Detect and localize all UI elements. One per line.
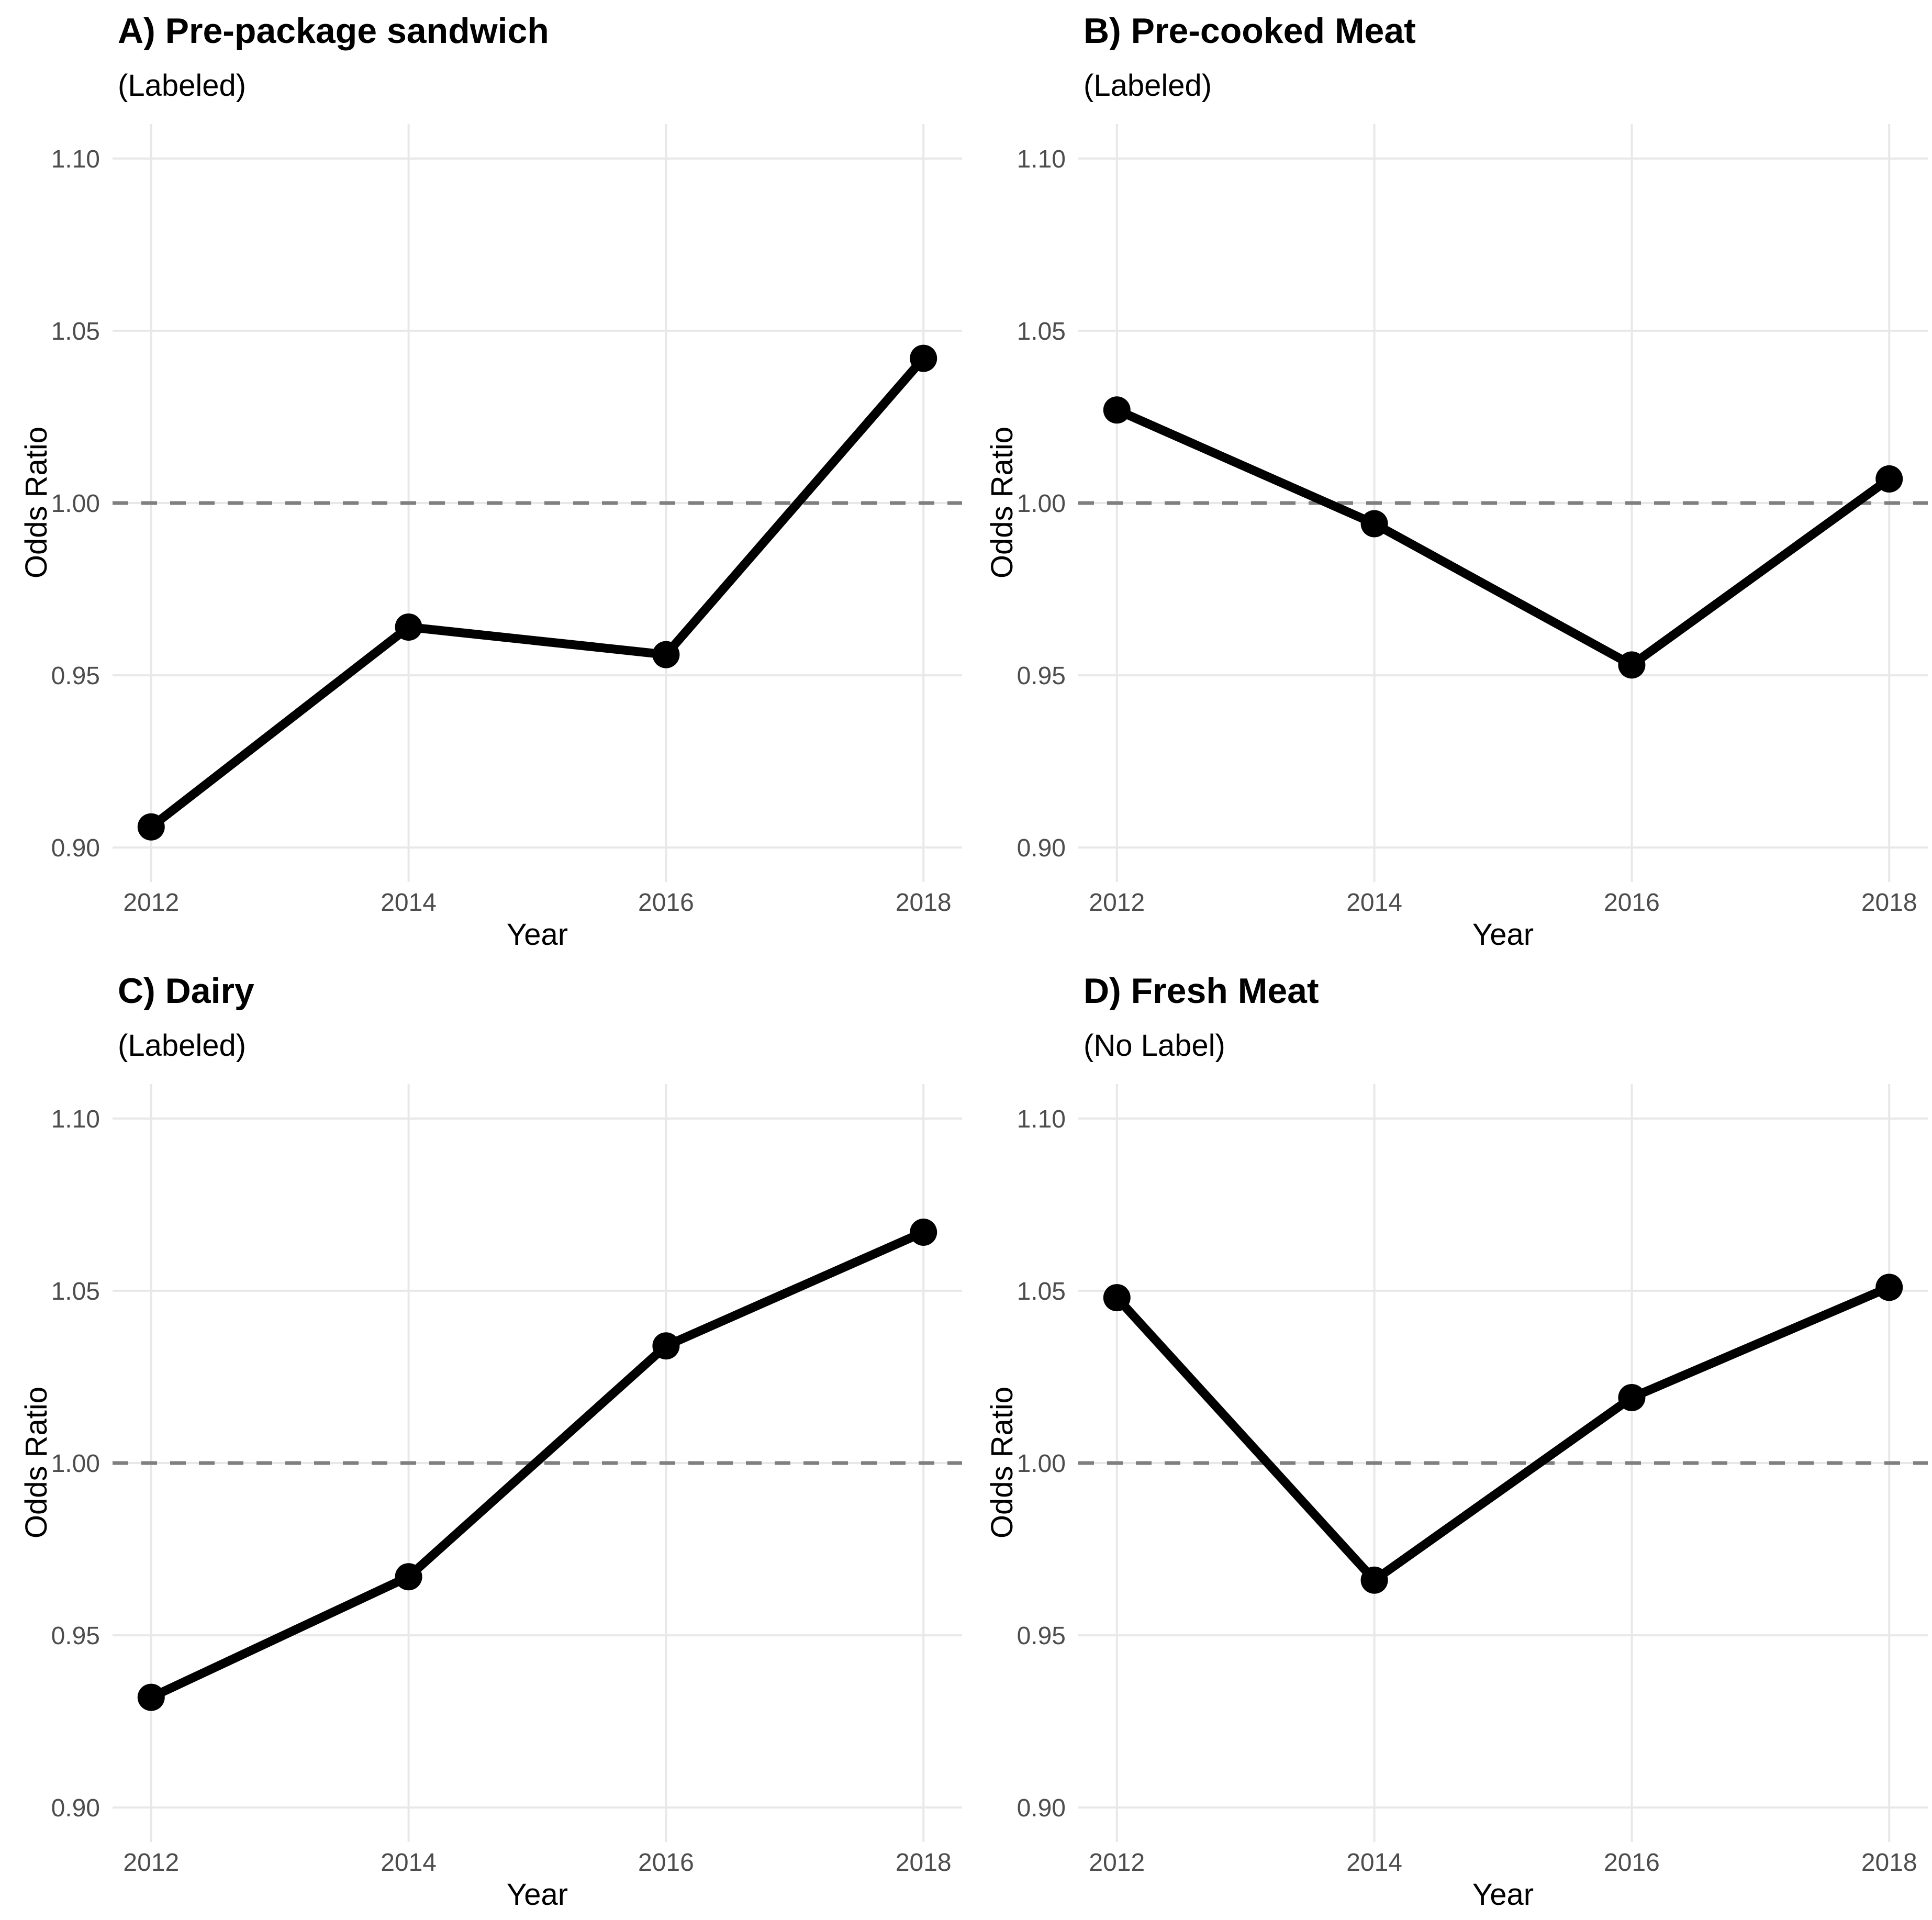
- series-line: [1112, 1282, 1894, 1585]
- y-tick-label: 0.90: [51, 834, 100, 862]
- x-tick-label: 2012: [1089, 1849, 1145, 1877]
- y-tick-label: 1.10: [1017, 146, 1066, 173]
- data-point: [652, 641, 680, 668]
- y-axis-title: Odds Ratio: [19, 426, 53, 579]
- x-tick-label: 2014: [381, 1849, 437, 1877]
- data-point: [1103, 1284, 1131, 1312]
- y-tick-label: 1.00: [51, 490, 100, 518]
- y-tick-label: 1.05: [51, 318, 100, 345]
- x-tick-label: 2018: [896, 1849, 952, 1877]
- panel-subtitle: (Labeled): [118, 69, 247, 103]
- panel-b-pre-cooked-meat: 0.90 0.95 1.00 1.05 1.10 2012 2014 2016 2018 B) …: [966, 0, 1932, 960]
- y-tick-label: 0.95: [51, 1622, 100, 1650]
- data-point: [1360, 1566, 1388, 1594]
- x-tick-label: 2014: [381, 889, 437, 917]
- data-point: [395, 613, 422, 641]
- plot-area-c: 0.90 0.95 1.00 1.05 1.10 2012 2014 2016 2018: [51, 1084, 962, 1877]
- x-axis-title: Year: [506, 918, 568, 952]
- y-axis-title: Odds Ratio: [985, 426, 1019, 579]
- panel-a-pre-package-sandwich: 0.90 0.95 1.00 1.05 1.10 2012 2014 2016 2018 A) …: [0, 0, 966, 960]
- x-tick-label: 2014: [1346, 1849, 1402, 1877]
- panel-subtitle: (Labeled): [118, 1029, 247, 1063]
- x-axis-title: Year: [506, 1878, 568, 1912]
- data-point: [1103, 396, 1131, 424]
- panel-d-fresh-meat: 0.90 0.95 1.00 1.05 1.10 2012 2014 2016 2018 D) …: [966, 960, 1932, 1920]
- plot-area-a: 0.90 0.95 1.00 1.05 1.10 2012 2014 2016 2018: [51, 124, 962, 917]
- y-tick-label: 0.90: [1017, 834, 1066, 862]
- data-point: [910, 344, 937, 372]
- y-tick-label: 1.05: [1017, 318, 1066, 345]
- y-tick-label: 0.90: [1017, 1794, 1066, 1822]
- y-tick-label: 0.95: [51, 662, 100, 690]
- x-tick-label: 2012: [123, 1849, 179, 1877]
- panel-title: C) Dairy: [118, 971, 254, 1011]
- panel-subtitle: (No Label): [1084, 1029, 1225, 1063]
- y-tick-label: 0.95: [1017, 662, 1066, 690]
- x-tick-label: 2016: [638, 889, 694, 917]
- x-tick-label: 2016: [638, 1849, 694, 1877]
- panel-subtitle: (Labeled): [1084, 69, 1212, 103]
- x-tick-label: 2018: [1861, 889, 1917, 917]
- x-tick-label: 2018: [896, 889, 952, 917]
- x-axis-title: Year: [1472, 918, 1534, 952]
- panel-c-dairy: 0.90 0.95 1.00 1.05 1.10 2012 2014 2016 2018 C) …: [0, 960, 966, 1920]
- x-tick-label: 2016: [1604, 889, 1660, 917]
- series-line: [147, 354, 928, 832]
- series-line: [1112, 405, 1894, 669]
- data-point: [1618, 651, 1646, 679]
- y-axis-title: Odds Ratio: [985, 1386, 1019, 1539]
- y-tick-label: 1.00: [51, 1450, 100, 1478]
- data-point: [395, 1563, 422, 1591]
- y-tick-label: 1.05: [1017, 1278, 1066, 1305]
- x-tick-label: 2014: [1346, 889, 1402, 917]
- y-tick-label: 1.00: [1017, 1450, 1066, 1478]
- data-point: [1618, 1383, 1646, 1411]
- x-tick-label: 2016: [1604, 1849, 1660, 1877]
- y-tick-label: 1.10: [1017, 1106, 1066, 1133]
- data-point: [1875, 465, 1903, 493]
- y-tick-label: 1.10: [51, 146, 100, 173]
- y-tick-label: 0.90: [51, 1794, 100, 1822]
- data-point: [910, 1219, 937, 1246]
- plot-area-d: 0.90 0.95 1.00 1.05 1.10 2012 2014 2016 2018: [1017, 1084, 1928, 1877]
- data-point: [137, 1683, 165, 1711]
- y-tick-label: 1.05: [51, 1278, 100, 1305]
- data-point: [652, 1332, 680, 1360]
- data-point: [1875, 1274, 1903, 1301]
- y-tick-label: 1.00: [1017, 490, 1066, 518]
- panel-title: D) Fresh Meat: [1084, 971, 1319, 1011]
- y-tick-label: 1.10: [51, 1106, 100, 1133]
- x-tick-label: 2018: [1861, 1849, 1917, 1877]
- panel-title: A) Pre-package sandwich: [118, 11, 549, 51]
- y-axis-title: Odds Ratio: [19, 1386, 53, 1539]
- panel-title: B) Pre-cooked Meat: [1084, 11, 1416, 51]
- data-point: [137, 813, 165, 841]
- series-line: [147, 1227, 928, 1702]
- plot-area-b: 0.90 0.95 1.00 1.05 1.10 2012 2014 2016 2018: [1017, 124, 1928, 917]
- data-point: [1360, 510, 1388, 538]
- x-tick-label: 2012: [1089, 889, 1145, 917]
- x-tick-label: 2012: [123, 889, 179, 917]
- y-tick-label: 0.95: [1017, 1622, 1066, 1650]
- x-axis-title: Year: [1472, 1878, 1534, 1912]
